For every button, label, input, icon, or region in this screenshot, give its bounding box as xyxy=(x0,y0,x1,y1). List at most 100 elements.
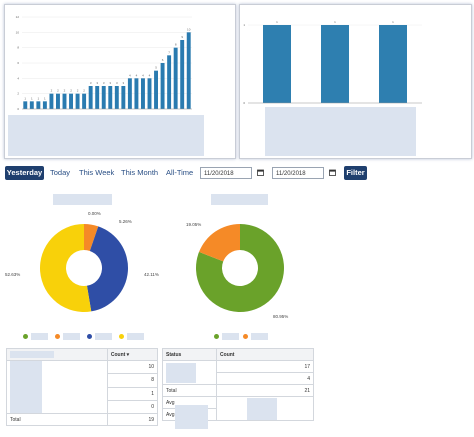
y-tick-label: 1 xyxy=(243,23,245,27)
date-filter-bar: Yesterday Today This Week This Month All… xyxy=(5,166,405,180)
bar-value-label: 9 xyxy=(181,35,183,39)
bar[interactable] xyxy=(42,101,47,109)
bar[interactable] xyxy=(186,32,191,109)
bar[interactable] xyxy=(56,93,60,109)
pie-slice[interactable] xyxy=(196,224,284,312)
bar-value-label: 4 xyxy=(136,73,138,77)
bar-value-label: 2 xyxy=(70,89,72,93)
left-bar-chart-caption-blur xyxy=(8,115,204,156)
bar[interactable] xyxy=(108,86,113,109)
table-row: 10 xyxy=(6,359,159,414)
this-week-link[interactable]: This Week xyxy=(79,168,115,177)
bar-value-label: 2 xyxy=(83,89,85,93)
all-time-link[interactable]: All-Time xyxy=(166,168,194,177)
donut-chart-right xyxy=(196,224,284,312)
bar-value-label: 10 xyxy=(187,27,191,31)
bar-value-label: 1 xyxy=(44,96,46,100)
pie-slice[interactable] xyxy=(84,224,99,251)
bar-value-label: 4 xyxy=(129,73,131,77)
bar[interactable] xyxy=(95,86,100,109)
bar[interactable] xyxy=(101,86,106,109)
y-tick-label: 2 xyxy=(17,92,19,96)
legend-dot-blue xyxy=(87,334,92,339)
legend-dot-green xyxy=(23,334,28,339)
today-link[interactable]: Today xyxy=(50,168,71,177)
y-tick-label: 8 xyxy=(17,46,19,50)
calendar-icon[interactable] xyxy=(257,169,264,176)
bar[interactable] xyxy=(36,101,41,109)
bar[interactable] xyxy=(121,86,126,109)
bar-value-label: 1 xyxy=(392,20,394,24)
pie-label-blue: 42.11% xyxy=(144,272,159,277)
count-column-header[interactable]: Count ▾ xyxy=(106,348,159,361)
count-column-header[interactable]: Count xyxy=(216,348,314,361)
bar-value-label: 3 xyxy=(109,81,111,85)
bar[interactable] xyxy=(69,93,73,109)
legend-label-blur xyxy=(95,333,112,340)
bar-value-label: 1 xyxy=(334,20,336,24)
bar-value-label: 3 xyxy=(90,81,92,85)
pie-slice[interactable] xyxy=(199,224,240,262)
bar-value-label: 1 xyxy=(24,96,26,100)
pie-label-yellow: 52.63% xyxy=(5,272,21,277)
bar-value-label: 1 xyxy=(31,96,33,100)
pie-label-green: 0.00% xyxy=(88,211,101,216)
bar[interactable] xyxy=(127,78,132,109)
pie-label-orange: 5.26% xyxy=(119,219,132,224)
date-from-field[interactable]: 11/20/2018 xyxy=(200,167,252,179)
bar[interactable] xyxy=(49,93,54,109)
bar[interactable] xyxy=(29,101,34,109)
bar[interactable] xyxy=(141,78,145,109)
bar[interactable] xyxy=(167,55,172,109)
bar-value-label: 5 xyxy=(155,66,157,70)
legend-label-blur xyxy=(63,333,80,340)
status-column-header[interactable]: Status xyxy=(161,348,218,361)
bar-value-label: 2 xyxy=(51,89,53,93)
table-row: 17 xyxy=(161,360,314,385)
right-status-table: Status Count 17 4 Total 21 Avg Avg xyxy=(161,348,314,421)
legend-label-blur xyxy=(31,333,48,340)
bar[interactable] xyxy=(160,63,165,109)
donut-left-title-blur xyxy=(53,194,112,205)
table-row: Avg xyxy=(161,396,314,421)
bar[interactable] xyxy=(82,93,87,109)
bar[interactable] xyxy=(379,25,407,103)
bar-value-label: 2 xyxy=(57,89,59,93)
yesterday-button[interactable]: Yesterday xyxy=(5,166,44,180)
y-tick-label: 6 xyxy=(17,61,19,65)
legend-label-blur xyxy=(222,333,239,340)
y-tick-label: 4 xyxy=(17,76,19,80)
bar-value-label: 4 xyxy=(149,73,151,77)
bar-value-label: 8 xyxy=(175,43,177,47)
left-bar-chart-panel: 0 2 4 6 8 10 12 1 1 1 1 2 2 2 2 2 2 3 3 3 3 3 3 4 4 4 4 5 6 7 8 9 10 xyxy=(4,4,236,159)
bar[interactable] xyxy=(114,86,119,109)
filter-button[interactable]: Filter xyxy=(344,166,367,180)
bar-value-label: 3 xyxy=(116,81,118,85)
table-header-blur-cell xyxy=(6,348,108,361)
bar-value-label: 3 xyxy=(123,81,125,85)
bar[interactable] xyxy=(147,78,152,109)
legend-dot-orange-2 xyxy=(243,334,248,339)
bar-value-label: 4 xyxy=(142,73,144,77)
right-bar-chart: 0 1 1 1 1 xyxy=(243,20,422,105)
bar-value-label: 3 xyxy=(103,81,105,85)
bar[interactable] xyxy=(75,93,80,109)
bar[interactable] xyxy=(62,93,67,109)
bar[interactable] xyxy=(154,70,158,109)
this-month-link[interactable]: This Month xyxy=(121,168,159,177)
y-tick-label: 12 xyxy=(16,15,20,19)
bar[interactable] xyxy=(321,25,349,103)
pie-slice[interactable] xyxy=(86,226,128,312)
bar[interactable] xyxy=(173,47,178,109)
calendar-icon[interactable] xyxy=(329,169,336,176)
bar[interactable] xyxy=(88,86,93,109)
donut-chart-left xyxy=(40,224,128,312)
bar[interactable] xyxy=(263,25,291,103)
date-to-field[interactable]: 11/20/2018 xyxy=(272,167,324,179)
bar[interactable] xyxy=(134,78,139,109)
pie-slice[interactable] xyxy=(40,224,92,312)
bar[interactable] xyxy=(180,40,185,109)
bar[interactable] xyxy=(23,101,28,109)
y-tick-label: 0 xyxy=(243,101,245,105)
